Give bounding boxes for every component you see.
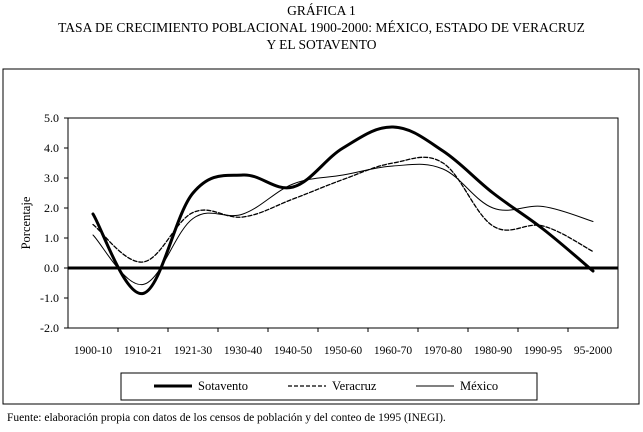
chart-outer-frame [2, 68, 640, 405]
legend-label-mxico: México [460, 379, 498, 393]
chart-title-line-1: TASA DE CRECIMIENTO POBLACIONAL 1900-200… [58, 20, 585, 35]
x-tick-label: 1940-50 [274, 345, 313, 357]
y-axis-label: Porcentaje [19, 196, 33, 249]
y-tick-label: -1.0 [40, 291, 59, 305]
y-tick-label: 2.0 [44, 201, 59, 215]
chart-title-block: GRÁFICA 1 TASA DE CRECIMIENTO POBLACIONA… [0, 2, 643, 53]
plot-area-border [67, 117, 619, 329]
x-tick-label: 1950-60 [324, 345, 363, 357]
legend: Sotavento Veracruz México [154, 379, 498, 393]
y-tick-label: 1.0 [44, 231, 59, 245]
y-tick-label: -2.0 [40, 321, 59, 335]
y-tick-label: 4.0 [44, 141, 59, 155]
y-tick-label: 5.0 [44, 111, 59, 125]
y-axis-ticks: 5.0 4.0 3.0 2.0 1.0 0.0 -1.0 -2.0 [40, 111, 68, 335]
x-tick-label: 1930-40 [224, 345, 263, 357]
series-lines [91, 125, 595, 295]
x-tick-label: 1990-95 [524, 345, 563, 357]
x-tick-label: 1980-90 [474, 345, 513, 357]
legend-label-veracruz: Veracruz [332, 379, 377, 393]
chart-title-line-2: Y EL SOTAVENTO [266, 37, 377, 52]
y-tick-label: 0.0 [44, 261, 59, 275]
figure-label: GRÁFICA 1 [287, 3, 356, 18]
x-tick-label: 1900-10 [74, 345, 113, 357]
line-chart: 5.0 4.0 3.0 2.0 1.0 0.0 -1.0 -2.0 1900-10 1910-2… [2, 68, 640, 405]
x-tick-label: 1970-80 [424, 345, 463, 357]
x-tick-label: 1910-21 [124, 345, 163, 357]
y-tick-label: 3.0 [44, 171, 59, 185]
legend-label-sotavento: Sotavento [198, 379, 248, 393]
series-line-mxico [92, 163, 594, 286]
x-axis-ticks: 1900-10 1910-21 1921-30 1930-40 1940-50 1950-… [74, 328, 613, 357]
series-line-veracruz [92, 156, 594, 263]
source-note: Fuente: elaboración propia con datos de … [7, 412, 446, 424]
x-tick-label: 95-2000 [574, 345, 613, 357]
x-tick-label: 1960-70 [374, 345, 413, 357]
x-tick-label: 1921-30 [174, 345, 213, 357]
